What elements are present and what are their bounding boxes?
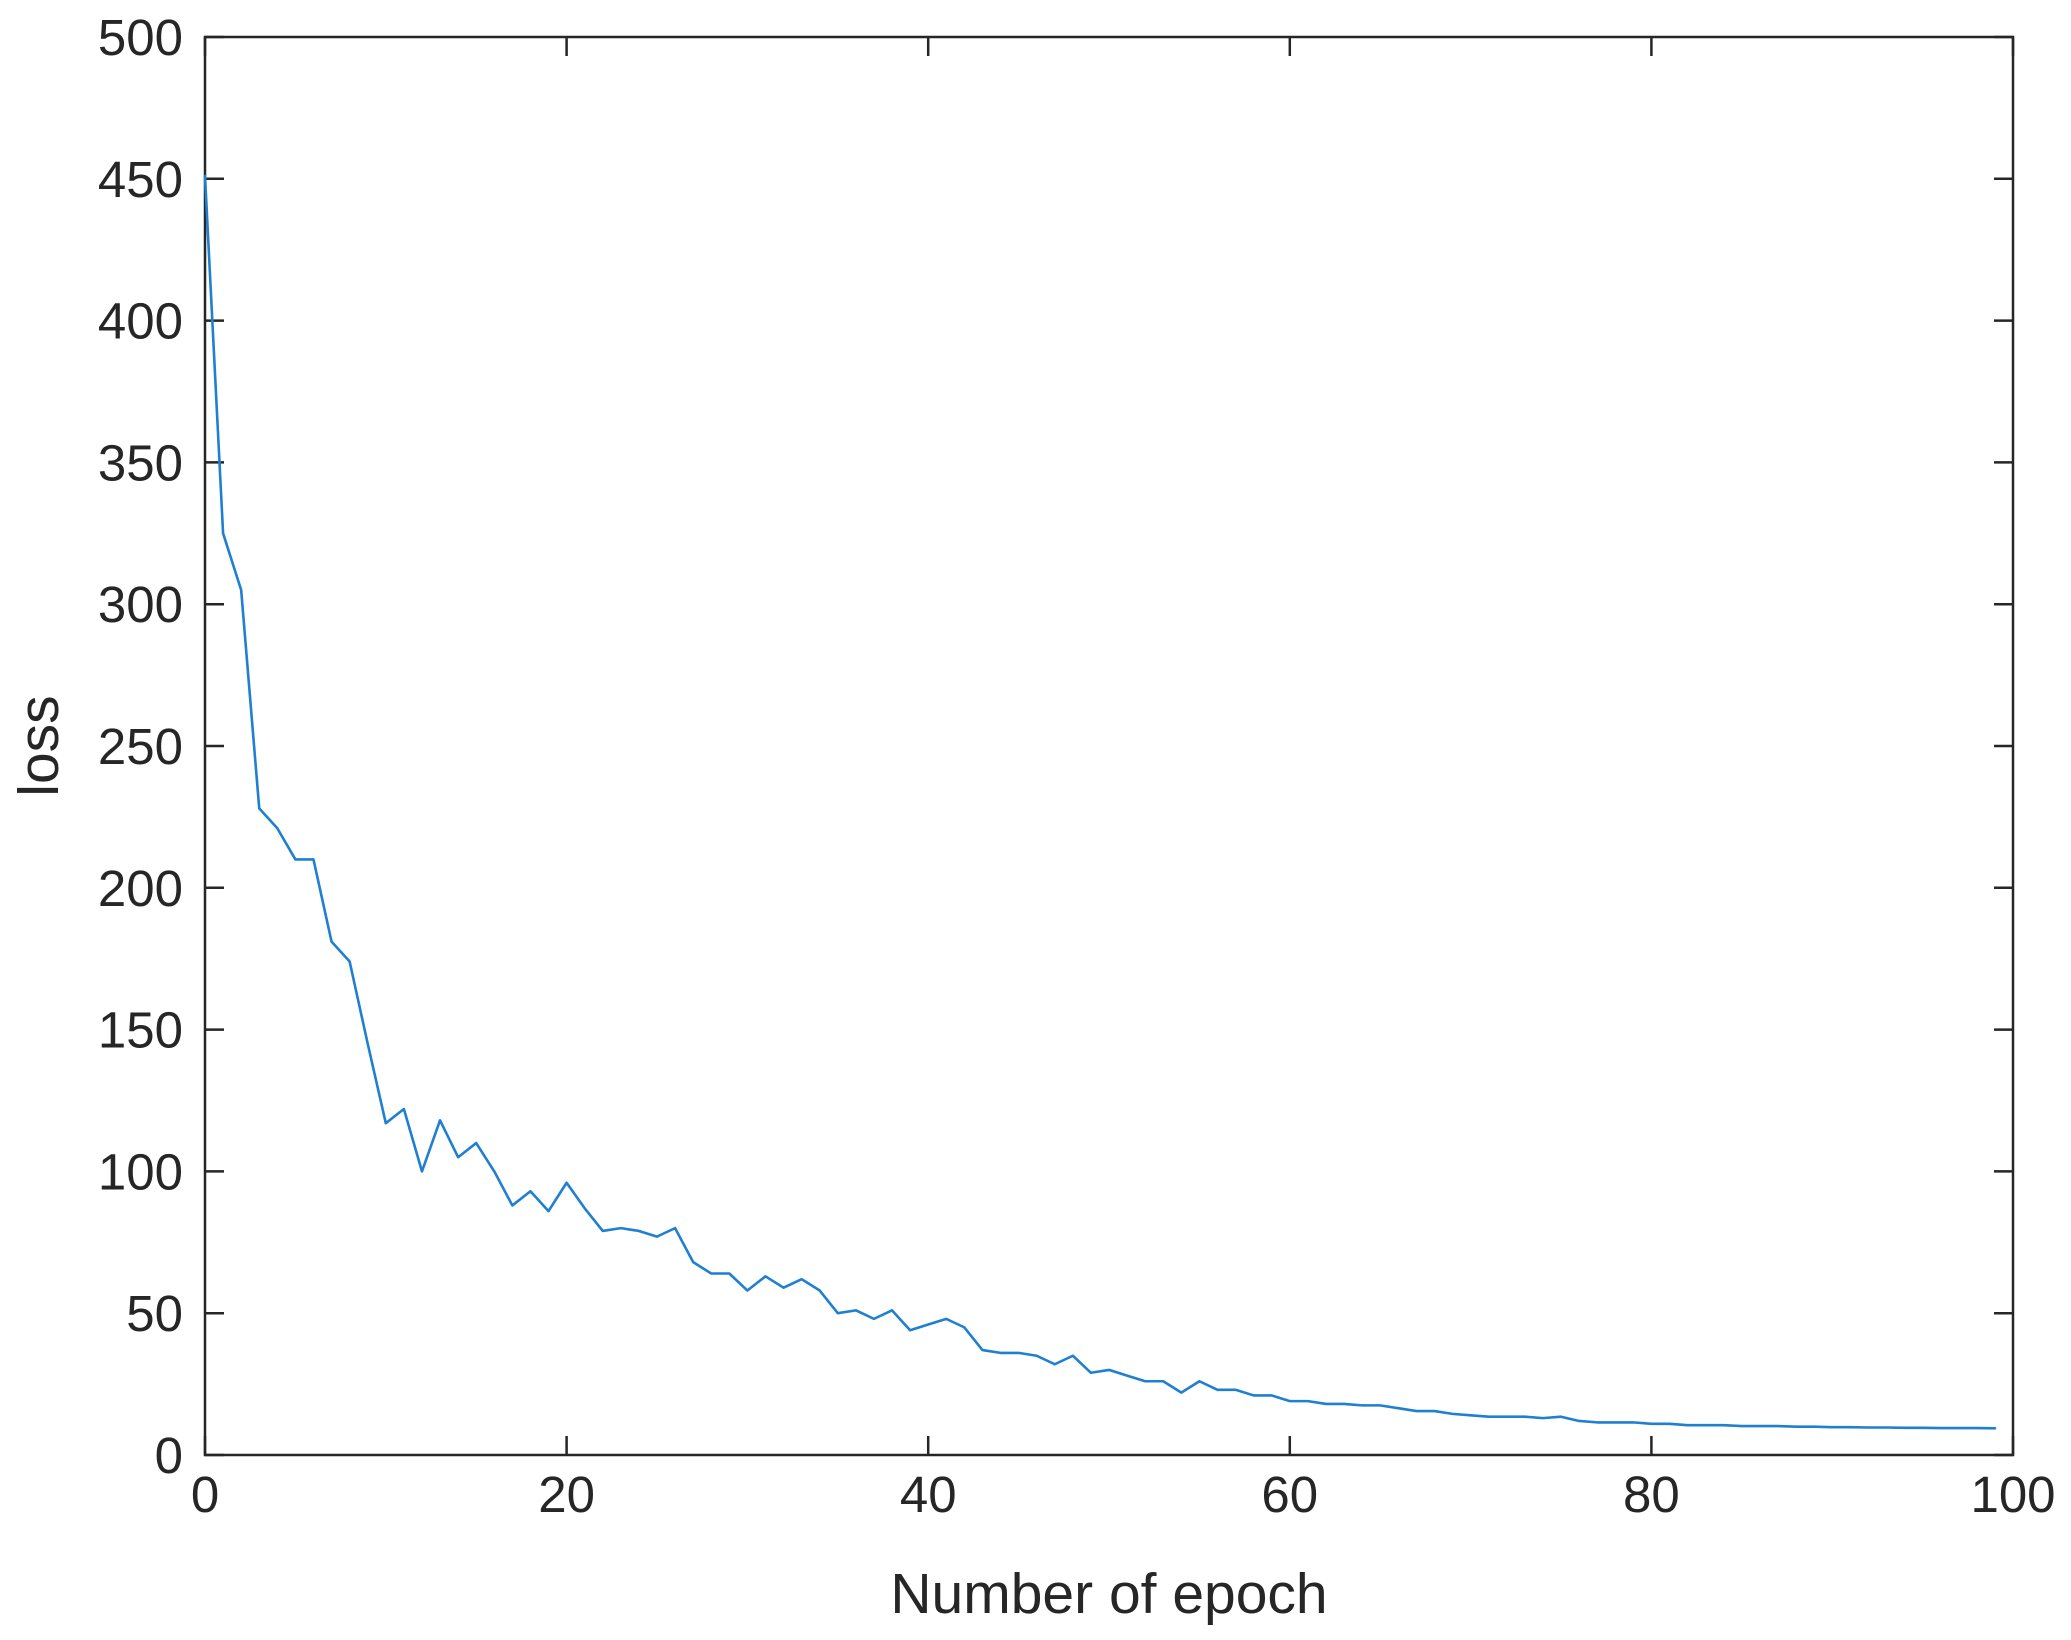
axis-ticks — [203, 35, 2015, 1457]
y-tick-label: 400 — [98, 293, 183, 350]
x-tick-label: 0 — [191, 1466, 219, 1523]
y-tick-label: 300 — [98, 576, 183, 633]
y-tick-label: 250 — [98, 718, 183, 775]
axis-tick-labels: 0 20 40 60 80 100 0 50 100 150 200 250 300 350 400 450 5… — [98, 9, 2056, 1523]
x-axis-label: Number of epoch — [890, 1562, 1327, 1626]
y-tick-label: 0 — [155, 1427, 183, 1484]
plot-area-box — [203, 35, 2015, 1457]
y-tick-label: 350 — [98, 434, 183, 491]
y-tick-label: 100 — [98, 1143, 183, 1200]
x-tick-label: 60 — [1261, 1466, 1318, 1523]
x-tick-label: 40 — [900, 1466, 957, 1523]
y-tick-label: 500 — [98, 9, 183, 66]
y-tick-label: 50 — [126, 1285, 183, 1342]
y-tick-label: 150 — [98, 1002, 183, 1059]
x-tick-label: 80 — [1623, 1466, 1680, 1523]
y-tick-label: 200 — [98, 860, 183, 917]
x-tick-label: 20 — [538, 1466, 595, 1523]
y-axis-label: loss — [7, 695, 71, 796]
y-tick-label: 450 — [98, 151, 183, 208]
loss-series-line — [203, 174, 1997, 1430]
x-tick-label: 100 — [1970, 1466, 2055, 1523]
